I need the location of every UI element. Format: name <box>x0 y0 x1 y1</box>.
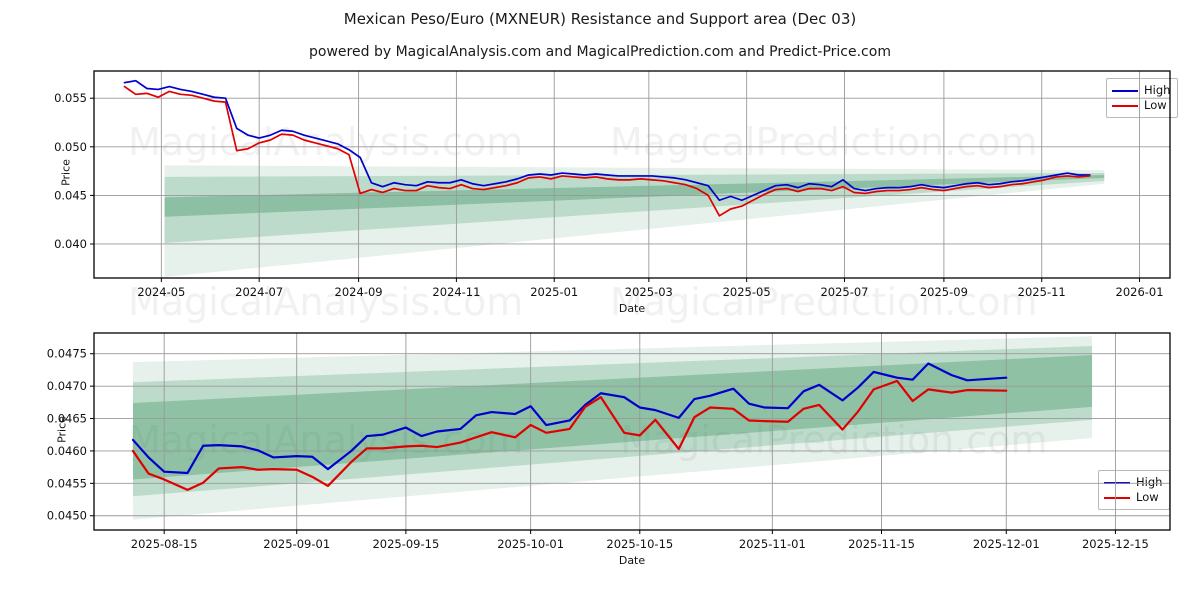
overview-series-low <box>123 85 1091 217</box>
legend-item-low: Low <box>1112 98 1170 113</box>
zoom-ytick: 0.0460 <box>47 444 87 458</box>
overview-xtick: 2024-05 <box>137 285 185 299</box>
zoom-ytick: 0.0470 <box>47 379 87 393</box>
zoom-xtick: 2025-11-15 <box>848 537 915 551</box>
page-subtitle: powered by MagicalAnalysis.com and Magic… <box>309 44 891 60</box>
zoom-series-low <box>131 379 1008 491</box>
legend-label-low: Low <box>1144 98 1167 112</box>
zoom-y-axis-label: Price <box>55 415 69 443</box>
overview-ytick: 0.040 <box>54 237 87 251</box>
page-title: Mexican Peso/Euro (MXNEUR) Resistance an… <box>343 10 857 28</box>
legend-label-high: High <box>1136 475 1163 489</box>
legend-swatch-low <box>1112 104 1138 107</box>
zoom-xtick: 2025-09-01 <box>263 537 330 551</box>
overview-y-axis-label: Price <box>59 158 73 186</box>
legend-label-low: Low <box>1136 490 1159 504</box>
overview-ytick: 0.055 <box>54 91 87 105</box>
legend-swatch-high <box>1112 89 1138 92</box>
zoom-xtick: 2025-11-01 <box>739 537 806 551</box>
zoom-x-axis-label: Date <box>618 554 646 567</box>
overview-xtick: 2024-07 <box>235 285 283 299</box>
overview-xtick: 2026-01 <box>1116 285 1164 299</box>
overview-xtick: 2025-11 <box>1018 285 1066 299</box>
zoom-ytick: 0.0475 <box>47 347 87 361</box>
zoom-ytick: 0.0465 <box>47 412 87 426</box>
overview-ytick: 0.050 <box>54 140 87 154</box>
overview-xtick: 2025-03 <box>625 285 673 299</box>
zoom-band-outer <box>132 336 1093 520</box>
overview-xtick: 2024-09 <box>335 285 383 299</box>
legend-item-high: High <box>1104 475 1162 490</box>
legend-label-high: High <box>1144 83 1171 97</box>
zoom-ytick: 0.0455 <box>47 476 87 490</box>
zoom-plot: 0.0450 0.0455 0.0460 0.0465 0.0470 0.0475 2025… <box>47 332 1171 551</box>
zoom-xtick: 2025-12-15 <box>1082 537 1149 551</box>
zoom-series-high <box>131 362 1008 475</box>
zoom-xtick: 2025-12-01 <box>973 537 1040 551</box>
overview-xtick: 2024-11 <box>432 285 480 299</box>
zoom-xtick: 2025-08-15 <box>131 537 198 551</box>
overview-xtick: 2025-07 <box>820 285 868 299</box>
zoom-xtick: 2025-09-15 <box>372 537 439 551</box>
overview-xtick: 2025-01 <box>530 285 578 299</box>
legend-swatch-low <box>1104 496 1130 499</box>
overview-xtick: 2025-09 <box>920 285 968 299</box>
overview-plot: 0.040 0.045 0.050 0.055 2024-05 2024-07 2024-0… <box>54 70 1171 299</box>
overview-band-inner <box>164 174 1105 217</box>
zoom-xtick: 2025-10-15 <box>606 537 673 551</box>
overview-xtick: 2025-05 <box>723 285 771 299</box>
overview-x-axis-label: Date <box>618 302 646 315</box>
zoom-legend: High Low <box>1098 470 1171 510</box>
legend-swatch-high <box>1104 481 1130 484</box>
overview-series-high <box>123 79 1091 202</box>
legend-item-low: Low <box>1104 490 1162 505</box>
zoom-xtick: 2025-10-01 <box>497 537 564 551</box>
legend-item-high: High <box>1112 83 1170 98</box>
overview-ytick: 0.045 <box>54 188 87 202</box>
zoom-ytick: 0.0450 <box>47 509 87 523</box>
zoom-band-middle <box>132 345 1093 497</box>
